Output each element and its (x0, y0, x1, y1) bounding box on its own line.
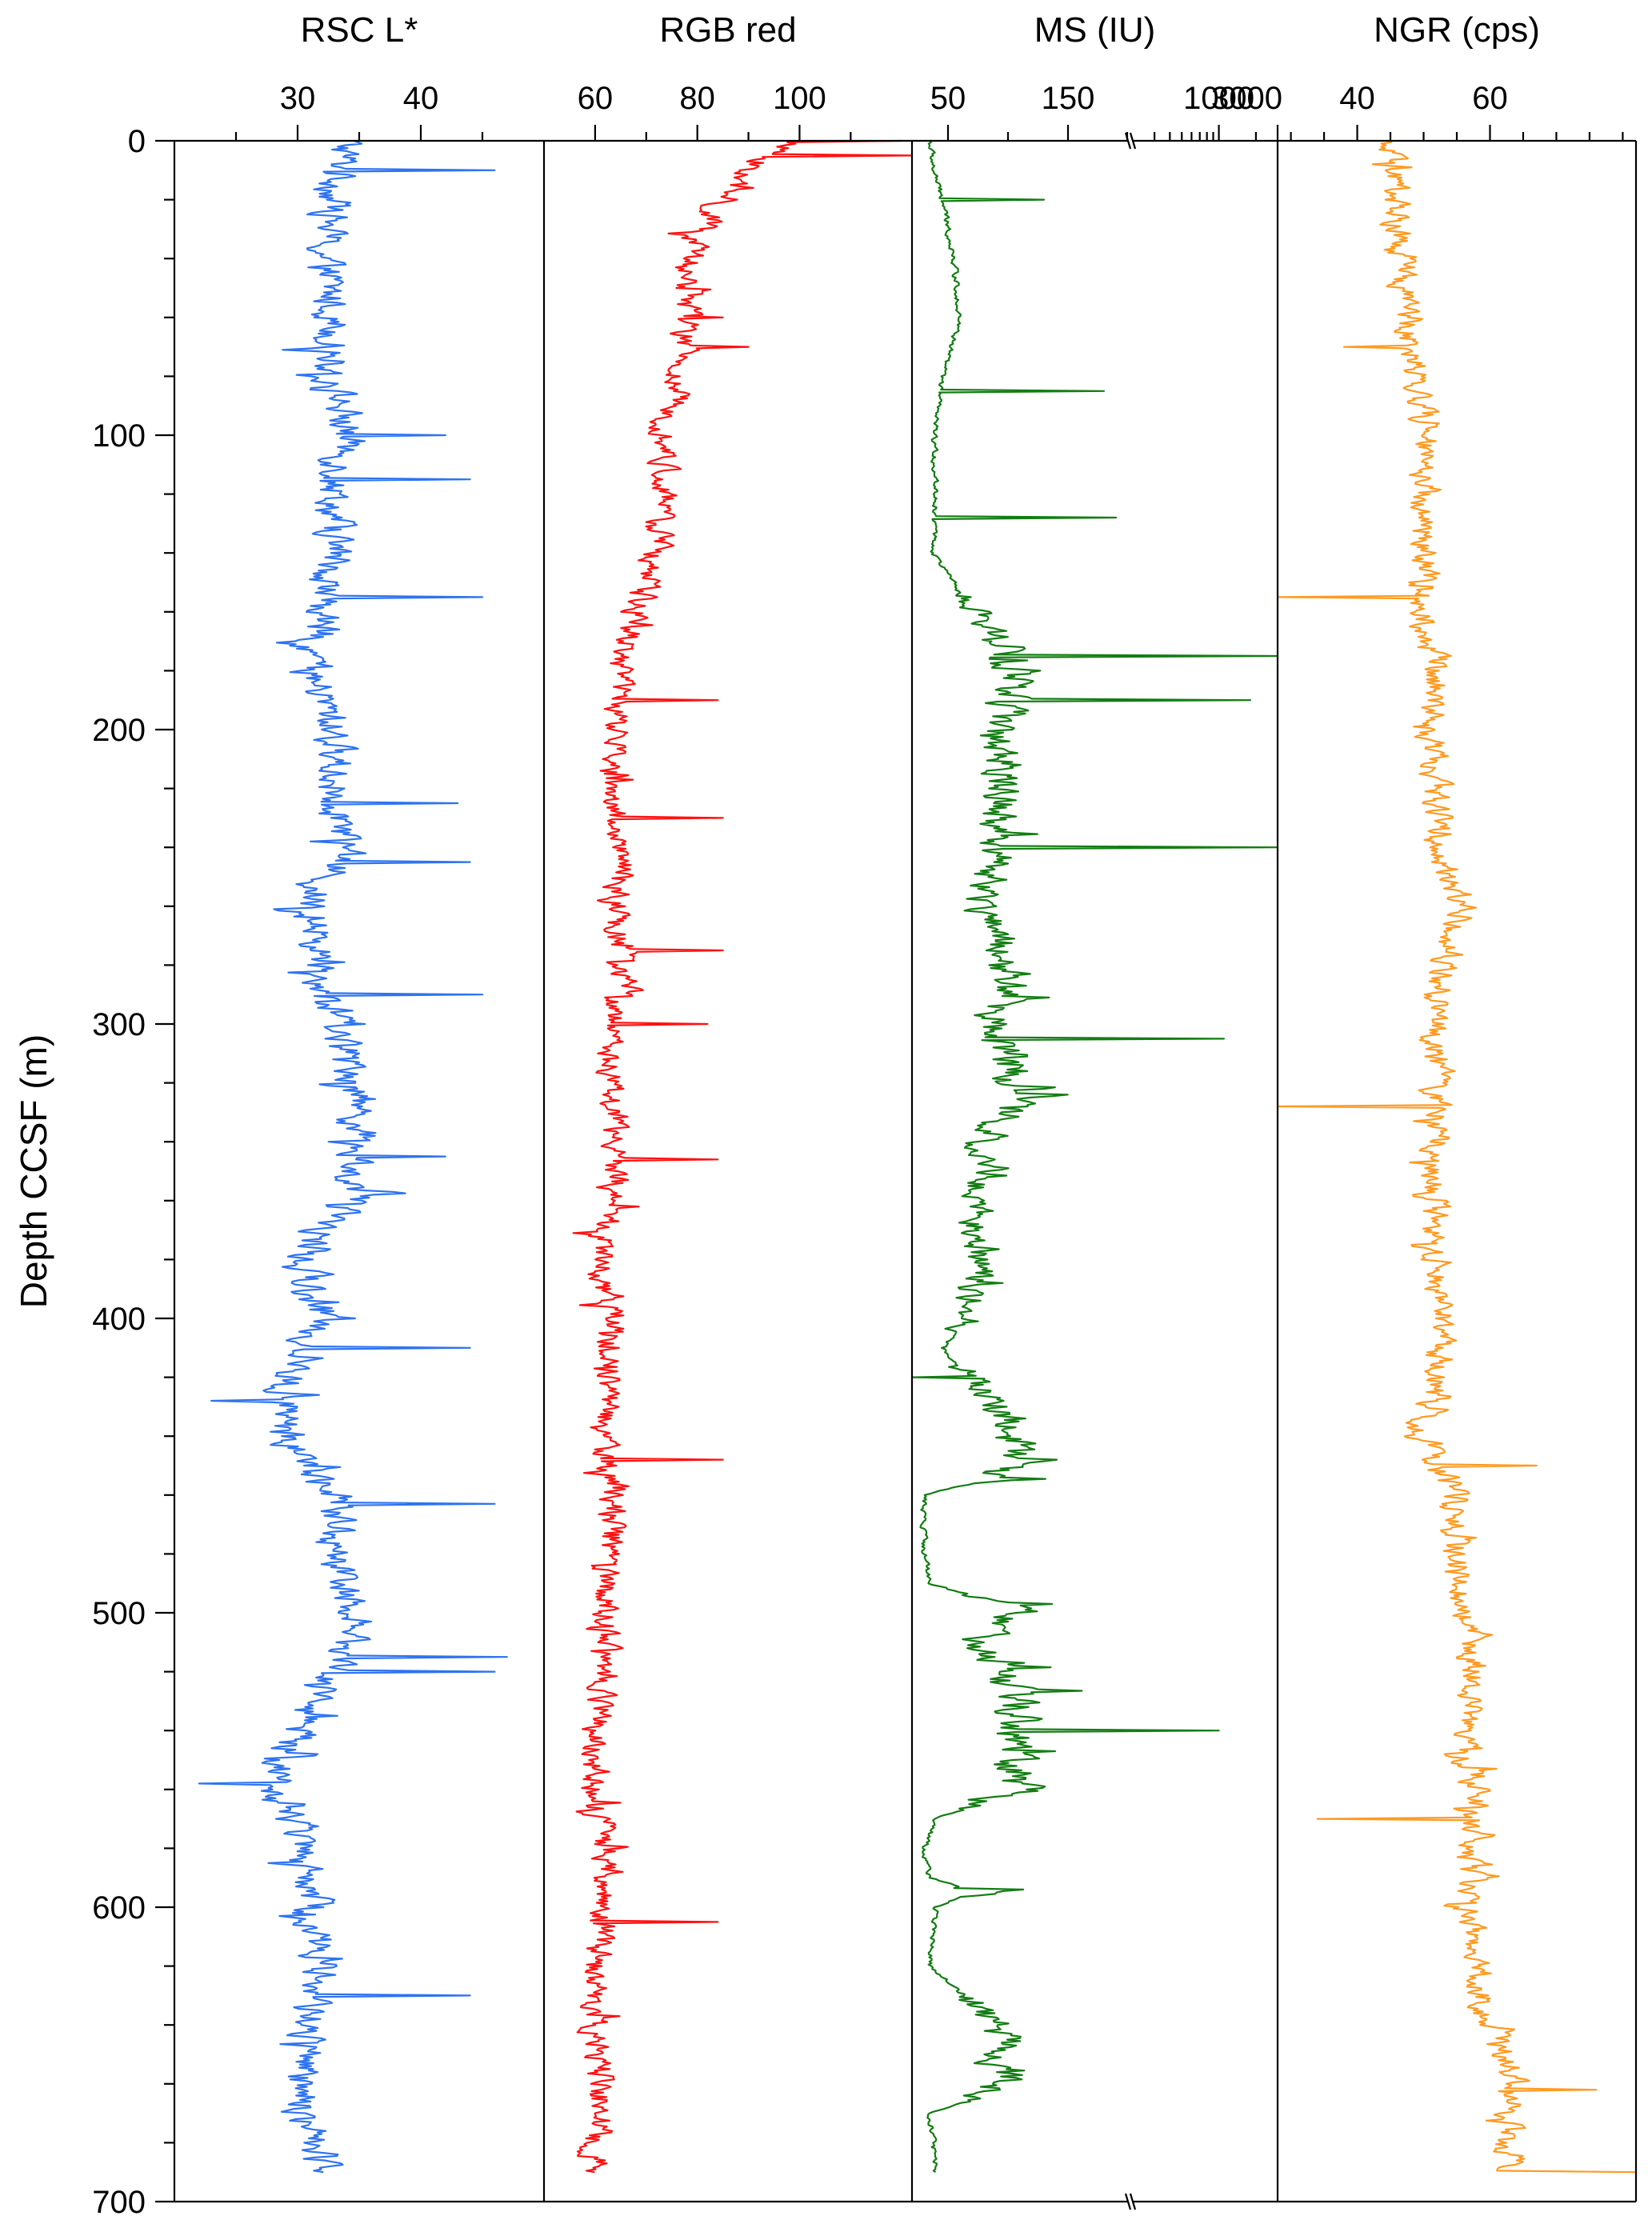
y-axis-title: Depth CCSF (m) (13, 1034, 54, 1308)
panel-title-rgb: RGB red (659, 10, 796, 50)
trace-rsc (198, 139, 508, 2174)
x-tick-label: 150 (1042, 81, 1095, 116)
panel-title-ms: MS (IU) (1034, 10, 1156, 50)
x-tick-label: 60 (578, 81, 614, 116)
x-tick-label: 40 (1339, 81, 1375, 116)
x-tick-label: 1000 (1183, 81, 1254, 116)
x-tick-label: 40 (403, 81, 439, 116)
y-tick-label: 100 (92, 418, 146, 454)
y-tick-label: 600 (92, 1890, 146, 1926)
panel-ngr (1277, 140, 1636, 2174)
x-tick-label: 80 (679, 81, 715, 116)
trace-rgb (572, 139, 913, 2174)
x-tick-label: 3000 (1211, 81, 1282, 116)
axis-break-mark (1124, 2193, 1132, 2210)
y-tick-label: 500 (92, 1596, 146, 1631)
panel-ms (911, 140, 1278, 2174)
y-tick-label: 0 (128, 124, 146, 159)
trace-ngr (1277, 140, 1636, 2174)
panel-title-ngr: NGR (cps) (1374, 10, 1540, 50)
axis-break-mark (1129, 132, 1137, 150)
x-tick-label: 50 (930, 81, 966, 116)
y-tick-label: 200 (92, 713, 146, 748)
panel-title-rsc: RSC L* (301, 10, 418, 50)
panel-rsc (198, 139, 508, 2174)
y-tick-label: 700 (92, 2185, 146, 2220)
x-tick-label: 60 (1472, 81, 1508, 116)
y-tick-label: 300 (92, 1007, 146, 1042)
y-tick-label: 400 (92, 1302, 146, 1337)
x-tick-label: 30 (280, 81, 316, 116)
x-tick-label: 100 (773, 81, 826, 116)
trace-ms (911, 140, 1278, 2174)
panel-rgb (572, 139, 913, 2174)
axis-break-mark (1129, 2193, 1137, 2210)
